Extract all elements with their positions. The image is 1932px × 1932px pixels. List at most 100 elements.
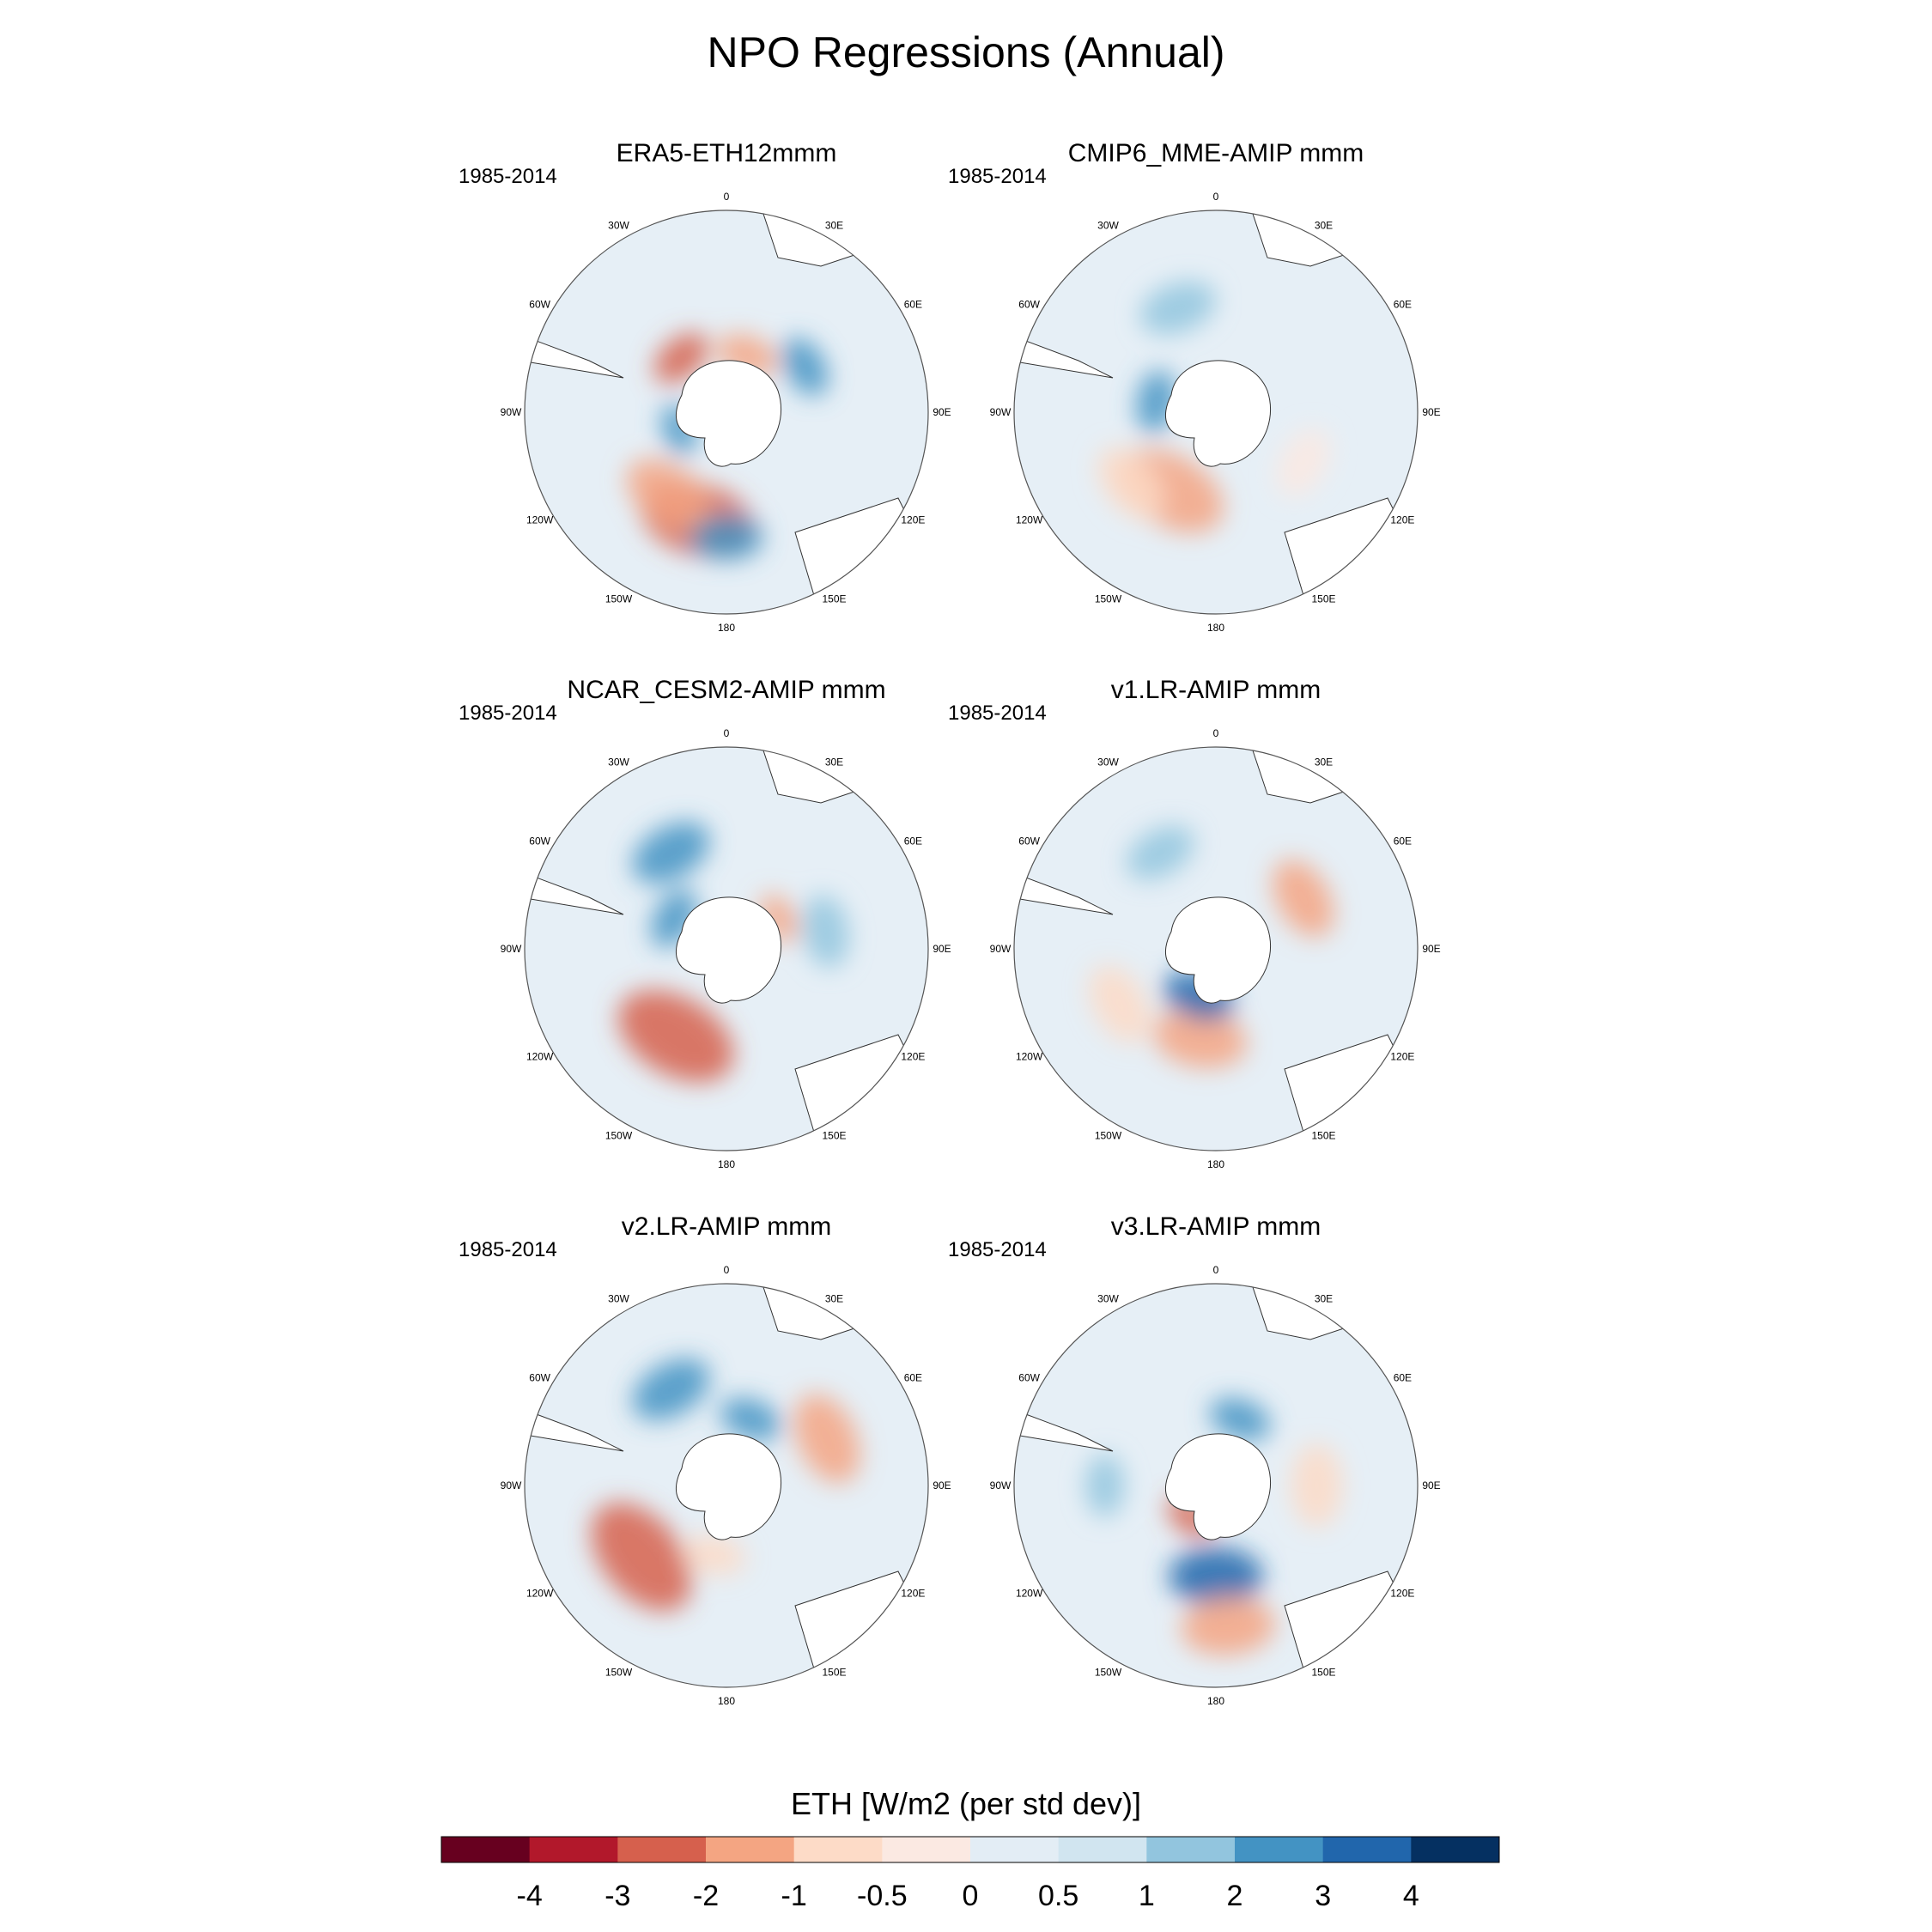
longitude-label: 60W <box>529 1372 550 1384</box>
longitude-label: 120E <box>1390 514 1414 526</box>
panel-period: 1985-2014 <box>948 1238 1047 1261</box>
colorbar-segment <box>882 1837 971 1862</box>
colorbar-tick-label: 2 <box>1227 1880 1243 1912</box>
longitude-label: 180 <box>1207 622 1224 634</box>
africa-landmass <box>760 1284 900 1340</box>
longitude-label: 30E <box>1315 1293 1333 1305</box>
map-boundary <box>524 210 929 615</box>
longitude-label: 90E <box>933 943 951 955</box>
colorbar-segment <box>529 1837 618 1862</box>
colorbar-tick-label: -1 <box>781 1880 807 1912</box>
anomaly-region <box>690 514 763 561</box>
longitude-label: 60E <box>1394 835 1412 848</box>
longitude-label: 30W <box>608 220 629 232</box>
anomaly-region <box>1097 447 1164 520</box>
longitude-label: 120W <box>1016 1051 1043 1063</box>
south-america-landmass <box>525 334 624 379</box>
south-america-landmass <box>1014 1407 1114 1452</box>
colorbar: -4 -3 -2 -1 -0.5 0 0.5 1 2 3 4 <box>440 1836 1500 1912</box>
longitude-label: 180 <box>718 1158 735 1170</box>
south-america-landmass <box>525 871 624 915</box>
longitude-label: 90E <box>933 1479 951 1492</box>
longitude-label: 90W <box>990 1479 1012 1492</box>
colorbar-segment <box>706 1837 795 1862</box>
colorbar-tick-label: 0.5 <box>1038 1880 1078 1912</box>
africa-landmass <box>760 210 900 267</box>
colorbar-tick-label: 1 <box>1139 1880 1155 1912</box>
panel-period: 1985-2014 <box>459 702 557 725</box>
colorbar-tick-label: -3 <box>605 1880 630 1912</box>
longitude-label: 90E <box>1422 1479 1440 1492</box>
longitude-label: 120E <box>901 1588 925 1600</box>
africa-landmass <box>1249 210 1389 267</box>
south-america-landmass <box>1014 334 1114 379</box>
longitude-label: 150E <box>822 1666 846 1678</box>
anomaly-region <box>1169 1546 1263 1606</box>
panel-title: v1.LR-AMIP mmm <box>1110 676 1321 704</box>
longitude-label: 60E <box>904 299 922 311</box>
africa-landmass <box>760 747 900 804</box>
map-panel-3: NCAR_CESM2-AMIP mmm 1985-2014 0 30E 60E 90E… <box>459 676 967 1206</box>
longitude-label: 60W <box>1018 1372 1040 1384</box>
map-boundary <box>1013 210 1419 615</box>
map-boundary <box>524 1283 929 1688</box>
longitude-label: 120W <box>1016 514 1043 526</box>
longitude-label: 120E <box>901 1051 925 1063</box>
longitude-label: 90W <box>990 406 1012 418</box>
panel-period: 1985-2014 <box>948 165 1047 188</box>
longitude-label: 120W <box>526 1051 554 1063</box>
longitude-label: 150W <box>605 592 633 605</box>
anomaly-region <box>683 1534 746 1576</box>
colorbar-segment <box>1411 1837 1500 1862</box>
colorbar-tick-label: -0.5 <box>857 1880 908 1912</box>
colorbar-segment <box>1322 1837 1412 1862</box>
panel-title: CMIP6_MME-AMIP mmm <box>1067 139 1364 167</box>
longitude-label: 120E <box>1390 1588 1414 1600</box>
longitude-label: 30E <box>825 756 843 769</box>
anomaly-region <box>1209 1398 1271 1441</box>
colorbar-tick-label: -4 <box>517 1880 543 1912</box>
anomaly-region <box>591 1502 692 1612</box>
longitude-label: 30W <box>608 1293 629 1305</box>
longitude-label: 120W <box>526 1588 554 1600</box>
longitude-label: 150W <box>1095 1666 1122 1678</box>
anomaly-region <box>802 895 849 968</box>
longitude-label: 120E <box>901 514 925 526</box>
panel-title: v2.LR-AMIP mmm <box>621 1212 832 1241</box>
longitude-label: 90W <box>501 1479 522 1492</box>
longitude-label: 150E <box>1311 1666 1335 1678</box>
longitude-label: 150E <box>1311 592 1335 605</box>
anomaly-region <box>1127 825 1194 880</box>
map-svg: 0 30E 60E 90E 120E 150E 180 150W 120W 90W 60W 30W <box>990 1264 1441 1707</box>
colorbar-segment <box>793 1837 883 1862</box>
map-svg: 0 30E 60E 90E 120E 150E 180 150W 120W 90W 60W 30W <box>501 727 951 1170</box>
south-america-landmass <box>1014 871 1114 915</box>
longitude-label: 90E <box>933 406 951 418</box>
south-america-landmass <box>525 1407 624 1452</box>
longitude-label: 30E <box>825 1293 843 1305</box>
longitude-label: 150W <box>1095 592 1122 605</box>
longitude-label: 90W <box>501 943 522 955</box>
map-svg: 0 30E 60E 90E 120E 150E 180 150W 120W 90W 60W 30W <box>501 1264 951 1707</box>
longitude-label: 120E <box>1390 1051 1414 1063</box>
longitude-label: 0 <box>724 727 730 739</box>
longitude-label: 90W <box>990 943 1012 955</box>
longitude-label: 90E <box>1422 943 1440 955</box>
longitude-label: 0 <box>1213 727 1219 739</box>
anomaly-region <box>617 990 734 1083</box>
longitude-label: 180 <box>718 1695 735 1707</box>
map-panel-2: CMIP6_MME-AMIP mmm 1985-2014 0 30E 60E 90E 1… <box>948 139 1456 670</box>
map-svg: 0 30E 60E 90E 120E 150E 180 150W 120W 90W 60W 30W <box>501 191 951 634</box>
longitude-label: 150W <box>1095 1129 1122 1141</box>
longitude-label: 30E <box>1315 756 1333 769</box>
longitude-label: 30W <box>608 756 629 769</box>
colorbar-tick-label: 3 <box>1315 1880 1331 1912</box>
longitude-label: 0 <box>1213 191 1219 203</box>
longitude-label: 30E <box>825 220 843 232</box>
antarctica-landmass <box>675 896 782 1004</box>
map-panel-1: ERA5-ETH12mmm 1985-2014 0 30E 60E 90E 120E 15… <box>459 139 967 670</box>
panel-title: NCAR_CESM2-AMIP mmm <box>567 676 886 704</box>
panel-period: 1985-2014 <box>459 165 557 188</box>
anomaly-region <box>781 337 829 396</box>
antarctica-landmass <box>675 1433 782 1540</box>
